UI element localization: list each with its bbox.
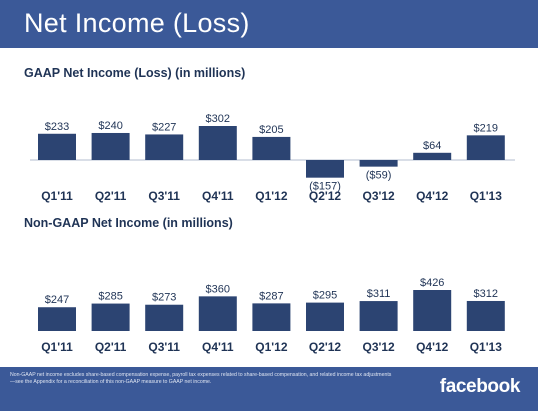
nongaap-category-label: Q4'11	[202, 340, 234, 354]
nongaap-bar	[198, 296, 237, 331]
nongaap-bar	[91, 303, 130, 331]
gaap-bar	[38, 133, 76, 160]
nongaap-category-label: Q2'11	[95, 340, 127, 354]
nongaap-bar	[359, 301, 398, 331]
nongaap-data-label: $311	[367, 288, 391, 300]
gaap-data-label: ($59)	[366, 170, 392, 182]
nongaap-category-label: Q4'12	[416, 340, 449, 354]
nongaap-data-label: $295	[313, 290, 337, 302]
gaap-category-label: Q1'13	[470, 189, 503, 203]
gaap-data-label: $227	[152, 121, 176, 133]
gaap-category-label: Q2'12	[309, 189, 342, 203]
footer-bar: Non-GAAP net income excludes share-based…	[0, 367, 538, 411]
gaap-data-label: $64	[423, 140, 441, 152]
gaap-bar	[359, 160, 398, 167]
facebook-logo: facebook	[439, 376, 521, 397]
gaap-net-income-chart: $233 Q1'11 $240 Q2'11 $227 Q3'11 $302 Q4'11 $205…	[30, 113, 515, 203]
gaap-data-label: $240	[98, 120, 122, 132]
gaap-bar	[91, 132, 130, 160]
gaap-category-label: Q4'11	[202, 189, 234, 203]
non-gaap-net-income-chart: $247 Q1'11 $285 Q2'11 $273 Q3'11 $360 Q4'11 $287…	[38, 277, 505, 354]
gaap-chart-title: GAAP Net Income (Loss) (in millions)	[24, 66, 246, 80]
nongaap-category-label: Q3'11	[148, 340, 180, 354]
nongaap-category-label: Q1'12	[255, 340, 288, 354]
nongaap-bar	[38, 307, 76, 331]
footnote: Non-GAAP net income excludes share-based…	[10, 372, 392, 385]
gaap-bar	[413, 152, 452, 160]
nongaap-bar	[413, 290, 452, 331]
gaap-data-label: ($157)	[309, 181, 341, 193]
gaap-data-label: $219	[474, 122, 498, 134]
nongaap-data-label: $247	[45, 294, 69, 306]
gaap-bar	[252, 136, 291, 160]
slide-title: Net Income (Loss)	[24, 8, 250, 38]
nongaap-bar	[466, 300, 505, 331]
gaap-data-label: $233	[45, 121, 69, 133]
title-bar: Net Income (Loss)	[0, 0, 538, 48]
gaap-bar	[198, 126, 237, 160]
nongaap-bar	[306, 302, 344, 331]
nongaap-data-label: $287	[259, 290, 283, 302]
gaap-category-label: Q3'11	[148, 189, 180, 203]
nongaap-category-label: Q1'13	[470, 340, 503, 354]
gaap-category-label: Q4'12	[416, 189, 449, 203]
gaap-category-label: Q1'11	[41, 189, 73, 203]
nongaap-data-label: $360	[206, 283, 230, 295]
non-gaap-chart-title: Non-GAAP Net Income (in millions)	[24, 216, 233, 230]
nongaap-bar	[145, 304, 184, 331]
gaap-category-label: Q1'12	[255, 189, 288, 203]
nongaap-data-label: $273	[152, 292, 176, 304]
nongaap-data-label: $312	[474, 288, 498, 300]
gaap-data-label: $302	[206, 113, 230, 125]
nongaap-data-label: $426	[420, 277, 444, 289]
nongaap-data-label: $285	[98, 291, 122, 303]
gaap-category-label: Q2'11	[95, 189, 127, 203]
gaap-bar	[466, 135, 505, 160]
nongaap-category-label: Q1'11	[41, 340, 73, 354]
gaap-bar	[306, 160, 344, 178]
gaap-category-label: Q3'12	[362, 189, 395, 203]
nongaap-category-label: Q2'12	[309, 340, 342, 354]
nongaap-category-label: Q3'12	[362, 340, 395, 354]
nongaap-bar	[252, 303, 291, 331]
gaap-data-label: $205	[259, 124, 283, 136]
gaap-bar	[145, 134, 184, 160]
